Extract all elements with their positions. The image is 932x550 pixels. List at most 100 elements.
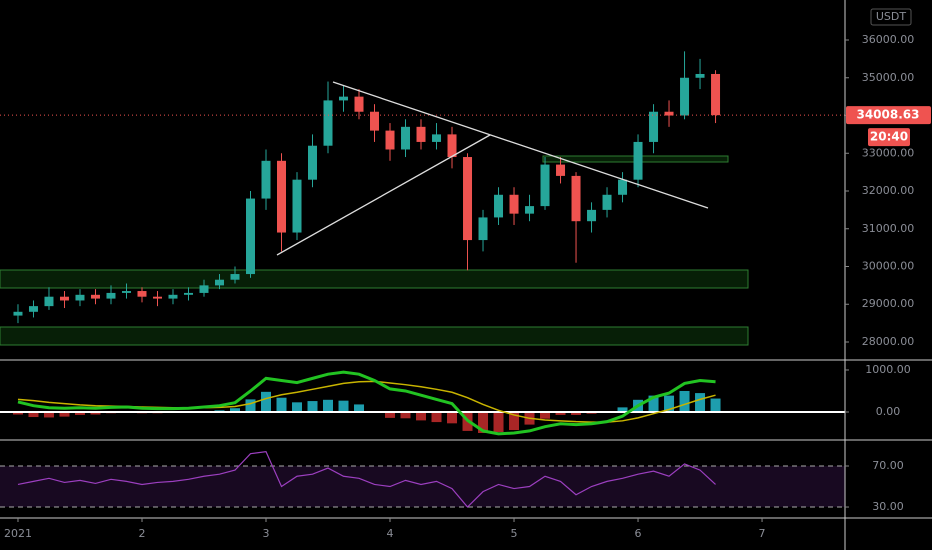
candle-body — [13, 311, 23, 316]
y-tick-label: 33000.00 — [862, 146, 915, 159]
candle-body — [28, 306, 38, 312]
candle-body — [478, 217, 488, 241]
candle-body — [90, 294, 100, 299]
candle-body — [370, 111, 380, 131]
candle-body — [137, 291, 147, 297]
candle-body — [292, 179, 302, 233]
candle-body — [602, 194, 612, 210]
y-tick-label: 1000.00 — [865, 363, 911, 376]
candle-body — [277, 160, 287, 233]
trendline — [332, 81, 709, 209]
histogram-bar — [710, 398, 721, 412]
zone — [0, 269, 749, 289]
histogram-bar — [74, 411, 85, 415]
candle-body — [199, 285, 209, 293]
countdown: 20:40 — [870, 130, 908, 144]
x-tick-label: 3 — [263, 527, 270, 540]
candle-body — [121, 291, 131, 293]
countdown-box — [868, 128, 910, 147]
candle-body — [711, 73, 721, 116]
x-tick-label: 7 — [759, 527, 766, 540]
candle-body — [59, 296, 69, 301]
rsi-line — [17, 450, 716, 508]
histogram-bar — [540, 411, 551, 419]
candle-body — [525, 206, 535, 214]
histogram-bar — [276, 397, 287, 412]
candle-body — [385, 130, 395, 150]
candle-body — [556, 164, 566, 176]
histogram-bar — [509, 411, 520, 431]
y-tick-label: 30.00 — [872, 500, 904, 513]
histogram-bar — [695, 393, 706, 412]
y-tick-label: 28000.00 — [862, 335, 915, 348]
trendline — [276, 134, 491, 256]
candle-body — [168, 294, 178, 299]
y-tick-label: 31000.00 — [862, 222, 915, 235]
candle-body — [494, 194, 504, 218]
histogram-bar — [648, 395, 659, 412]
candle-body — [106, 292, 116, 299]
x-tick-label: 2 — [138, 527, 145, 540]
histogram-bar — [292, 402, 303, 412]
last-price: 34008.63 — [856, 108, 919, 122]
x-tick-label: 5 — [511, 527, 518, 540]
candle-body — [649, 111, 659, 142]
y-tick-label: 70.00 — [872, 459, 904, 472]
candle-body — [44, 296, 54, 307]
histogram-bar — [307, 401, 318, 412]
x-tick-label: 6 — [635, 527, 642, 540]
last-price-box — [846, 106, 931, 125]
histogram-bar — [90, 411, 101, 415]
y-tick-label: 0.00 — [876, 405, 901, 418]
candle-body — [75, 294, 85, 301]
currency-box — [870, 8, 912, 26]
plot — [0, 51, 845, 508]
histogram-bar — [664, 395, 675, 412]
histogram-bar — [555, 411, 566, 415]
histogram-bar — [478, 411, 489, 434]
macd-line — [17, 370, 716, 436]
candle-body — [432, 134, 442, 142]
y-tick-label: 36000.00 — [862, 33, 915, 46]
candle-body — [447, 134, 457, 158]
histogram-bar — [245, 399, 256, 412]
histogram-bar — [59, 411, 70, 417]
candle-body — [587, 209, 597, 222]
histogram-bar — [571, 411, 582, 415]
candle-body — [618, 179, 628, 195]
histogram-bar — [354, 404, 365, 412]
y-tick-label: 32000.00 — [862, 184, 915, 197]
candle-body — [571, 175, 581, 222]
histogram-bar — [385, 411, 396, 418]
histogram-bar — [400, 411, 411, 419]
zone — [0, 326, 749, 346]
candle-body — [540, 164, 550, 207]
candle-body — [401, 126, 411, 150]
candle-body — [183, 292, 193, 295]
histogram-bar — [679, 390, 690, 412]
currency: USDT — [876, 10, 907, 23]
histogram-bar — [43, 411, 54, 418]
candle-body — [463, 157, 473, 241]
histogram-bar — [416, 411, 427, 421]
candle-body — [339, 96, 349, 101]
candle-body — [664, 111, 674, 116]
histogram-bar — [261, 391, 272, 412]
y-tick-label: 29000.00 — [862, 297, 915, 310]
histogram-bar — [338, 400, 349, 412]
candle-body — [680, 77, 690, 116]
candle-body — [695, 73, 705, 78]
x-tick-label: 2021 — [4, 527, 32, 540]
candle-body — [633, 141, 643, 180]
candle-body — [245, 198, 255, 275]
x-tick-label: 4 — [387, 527, 394, 540]
histogram-bar — [229, 408, 240, 412]
histogram-bar — [28, 411, 39, 418]
histogram-bar — [12, 411, 23, 415]
candle-body — [509, 194, 519, 214]
histogram-bar — [617, 407, 628, 412]
candle-body — [308, 145, 318, 180]
y-tick-label: 30000.00 — [862, 259, 915, 272]
